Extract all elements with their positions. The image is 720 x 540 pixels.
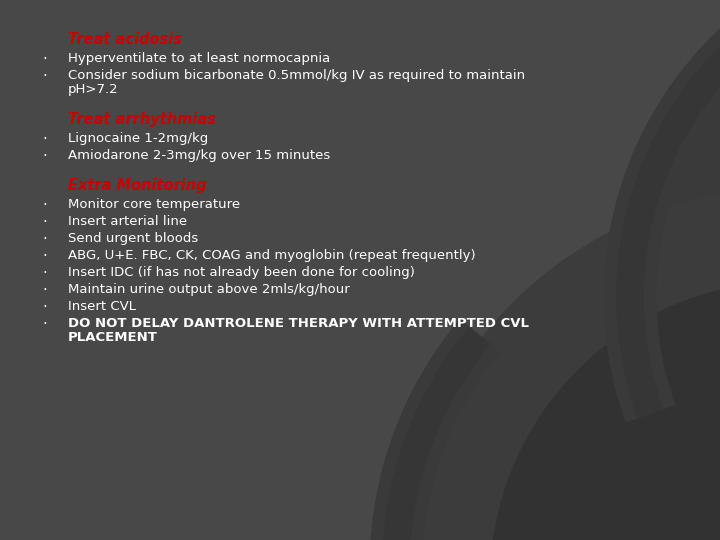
- Text: ·: ·: [42, 300, 47, 315]
- Text: ·: ·: [42, 198, 47, 213]
- Text: Treat acidosis: Treat acidosis: [68, 32, 182, 47]
- Text: Amiodarone 2-3mg/kg over 15 minutes: Amiodarone 2-3mg/kg over 15 minutes: [68, 149, 330, 162]
- Text: ·: ·: [42, 69, 47, 84]
- Text: ·: ·: [42, 215, 47, 230]
- Circle shape: [691, 32, 720, 540]
- Text: Monitor core temperature: Monitor core temperature: [68, 198, 240, 211]
- Text: ·: ·: [42, 132, 47, 147]
- Text: DO NOT DELAY DANTROLENE THERAPY WITH ATTEMPTED CVL: DO NOT DELAY DANTROLENE THERAPY WITH ATT…: [68, 317, 529, 330]
- Text: ·: ·: [42, 266, 47, 281]
- Circle shape: [396, 187, 720, 540]
- Circle shape: [619, 0, 720, 540]
- Text: ·: ·: [42, 317, 47, 332]
- Text: ·: ·: [42, 52, 47, 67]
- Text: ·: ·: [42, 249, 47, 264]
- Text: Treat arrhythmias: Treat arrhythmias: [68, 112, 216, 127]
- Text: Consider sodium bicarbonate 0.5mmol/kg IV as required to maintain: Consider sodium bicarbonate 0.5mmol/kg I…: [68, 69, 525, 82]
- Text: Extra Monitoring: Extra Monitoring: [68, 178, 207, 193]
- Text: pH>7.2: pH>7.2: [68, 83, 119, 96]
- Text: PLACEMENT: PLACEMENT: [68, 331, 158, 344]
- Text: Send urgent bloods: Send urgent bloods: [68, 232, 198, 245]
- Text: Insert CVL: Insert CVL: [68, 300, 136, 313]
- Text: ·: ·: [42, 232, 47, 247]
- Text: ·: ·: [42, 283, 47, 298]
- Text: Insert IDC (if has not already been done for cooling): Insert IDC (if has not already been done…: [68, 266, 415, 279]
- Circle shape: [490, 281, 720, 540]
- Text: Lignocaine 1-2mg/kg: Lignocaine 1-2mg/kg: [68, 132, 208, 145]
- Text: ABG, U+E. FBC, CK, COAG and myoglobin (repeat frequently): ABG, U+E. FBC, CK, COAG and myoglobin (r…: [68, 249, 476, 262]
- Text: Hyperventilate to at least normocapnia: Hyperventilate to at least normocapnia: [68, 52, 330, 65]
- Text: Maintain urine output above 2mls/kg/hour: Maintain urine output above 2mls/kg/hour: [68, 283, 350, 296]
- Text: Insert arterial line: Insert arterial line: [68, 215, 187, 228]
- Text: ·: ·: [42, 149, 47, 164]
